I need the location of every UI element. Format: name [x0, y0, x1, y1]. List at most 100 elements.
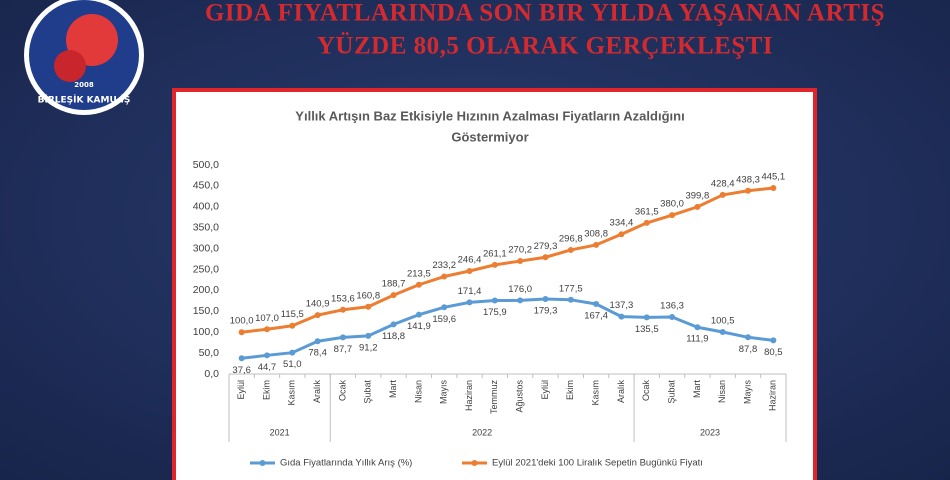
- data-label: 115,5: [281, 309, 304, 320]
- slide-title: YÜZDE 80,5 OLARAK GERÇEKLEŞTI: [317, 33, 773, 60]
- data-point: [314, 338, 321, 345]
- chart-title: Yıllık Artışın Baz Etkisiyle Hızının Aza…: [295, 108, 684, 123]
- data-label: 334,4: [610, 218, 634, 229]
- legend-label: Eylül 2021'deki 100 Liralık Sepetin Bugü…: [492, 458, 703, 469]
- group-label: 2022: [472, 427, 492, 437]
- legend-label: Gıda Fiyatlarında Yıllık Arış (%): [280, 458, 412, 469]
- data-label: 279,3: [534, 241, 558, 252]
- data-point: [643, 219, 650, 226]
- data-label: 137,3: [610, 300, 634, 311]
- data-label: 177,5: [559, 283, 583, 294]
- data-point: [491, 261, 498, 268]
- data-label: 296,8: [559, 233, 583, 244]
- data-point: [517, 258, 524, 265]
- data-label: 188,7: [382, 279, 406, 290]
- x-tick-label: Eylül: [540, 380, 550, 400]
- data-point: [365, 303, 372, 310]
- data-label: 107,0: [255, 313, 279, 324]
- data-point: [745, 187, 752, 194]
- y-tick-label: 50,0: [199, 347, 220, 359]
- data-point: [567, 246, 574, 253]
- data-label: 100,0: [230, 316, 254, 327]
- data-point: [593, 301, 600, 308]
- data-label: 160,8: [356, 290, 380, 301]
- data-point: [441, 273, 448, 280]
- data-label: 80,5: [764, 347, 783, 358]
- x-tick-label: Mart: [388, 380, 398, 398]
- data-label: 136,3: [660, 301, 684, 312]
- data-point: [415, 281, 422, 288]
- logo-figure: [54, 50, 86, 82]
- data-label: 233,2: [432, 260, 456, 271]
- y-tick-label: 200,0: [193, 284, 219, 296]
- data-label: 308,8: [584, 228, 608, 239]
- data-point: [263, 326, 270, 333]
- data-label: 361,5: [635, 206, 659, 217]
- legend-marker: [471, 460, 478, 466]
- x-tick-label: Ekim: [565, 380, 575, 400]
- x-tick-label: Mayıs: [742, 380, 752, 405]
- logo-name: BİRLEŞİK KAMU-İŞ: [38, 95, 131, 106]
- x-tick-label: Aralık: [616, 380, 626, 404]
- data-label: 37,6: [232, 365, 251, 376]
- y-tick-label: 400,0: [193, 201, 219, 213]
- slide-title: GIDA FIYATLARINDA SON BIR YILDA YAŞANAN …: [205, 0, 885, 27]
- x-tick-label: Mart: [692, 380, 702, 398]
- data-label: 140,9: [306, 299, 330, 310]
- data-label: 171,4: [458, 286, 482, 297]
- x-tick-label: Nisan: [413, 380, 423, 403]
- data-point: [314, 312, 321, 319]
- series-line: [241, 186, 774, 334]
- data-label: 261,1: [483, 248, 507, 259]
- x-tick-label: Ocak: [337, 380, 347, 402]
- data-label: 51,0: [283, 359, 302, 370]
- data-label: 438,3: [736, 174, 760, 185]
- data-point: [238, 355, 245, 362]
- data-label: 100,5: [711, 316, 735, 327]
- data-label: 179,3: [534, 306, 558, 317]
- x-tick-label: Haziran: [768, 380, 778, 411]
- x-tick-label: Kasım: [590, 380, 600, 406]
- y-tick-label: 100,0: [193, 326, 219, 338]
- data-point: [618, 313, 625, 320]
- data-point: [542, 296, 549, 303]
- data-point: [339, 306, 346, 313]
- data-point: [390, 292, 397, 299]
- data-label: 87,8: [739, 344, 758, 355]
- data-point: [517, 297, 524, 304]
- logo: 2008 BİRLEŞİK KAMU-İŞ: [24, 0, 144, 115]
- data-point: [466, 268, 473, 275]
- data-point: [618, 231, 625, 238]
- y-tick-label: 300,0: [193, 242, 219, 254]
- x-tick-label: Şubat: [666, 380, 676, 404]
- data-label: 399,8: [685, 190, 709, 201]
- data-point: [441, 304, 448, 311]
- data-point: [694, 203, 701, 210]
- data-point: [491, 297, 498, 304]
- x-tick-label: Temmuz: [489, 380, 499, 415]
- group-label: 2023: [700, 427, 720, 437]
- data-label: 428,4: [711, 178, 735, 189]
- data-point: [542, 254, 549, 261]
- data-label: 141,9: [407, 321, 431, 332]
- data-label: 213,5: [407, 268, 431, 279]
- x-tick-label: Ocak: [641, 380, 651, 402]
- y-tick-label: 500,0: [193, 159, 219, 171]
- data-point: [466, 299, 473, 306]
- group-label: 2021: [270, 427, 290, 437]
- y-tick-label: 450,0: [193, 180, 219, 192]
- legend-marker: [259, 460, 266, 466]
- data-label: 87,7: [334, 344, 353, 355]
- data-label: 135,5: [635, 324, 659, 335]
- data-point: [289, 322, 296, 329]
- x-tick-label: Aralık: [312, 380, 322, 404]
- data-label: 91,2: [359, 342, 378, 353]
- x-tick-label: Ekim: [261, 380, 271, 400]
- data-point: [238, 329, 245, 336]
- data-label: 118,8: [382, 331, 405, 342]
- data-label: 176,0: [508, 284, 532, 295]
- y-tick-label: 350,0: [193, 221, 219, 233]
- x-tick-label: Haziran: [464, 380, 474, 411]
